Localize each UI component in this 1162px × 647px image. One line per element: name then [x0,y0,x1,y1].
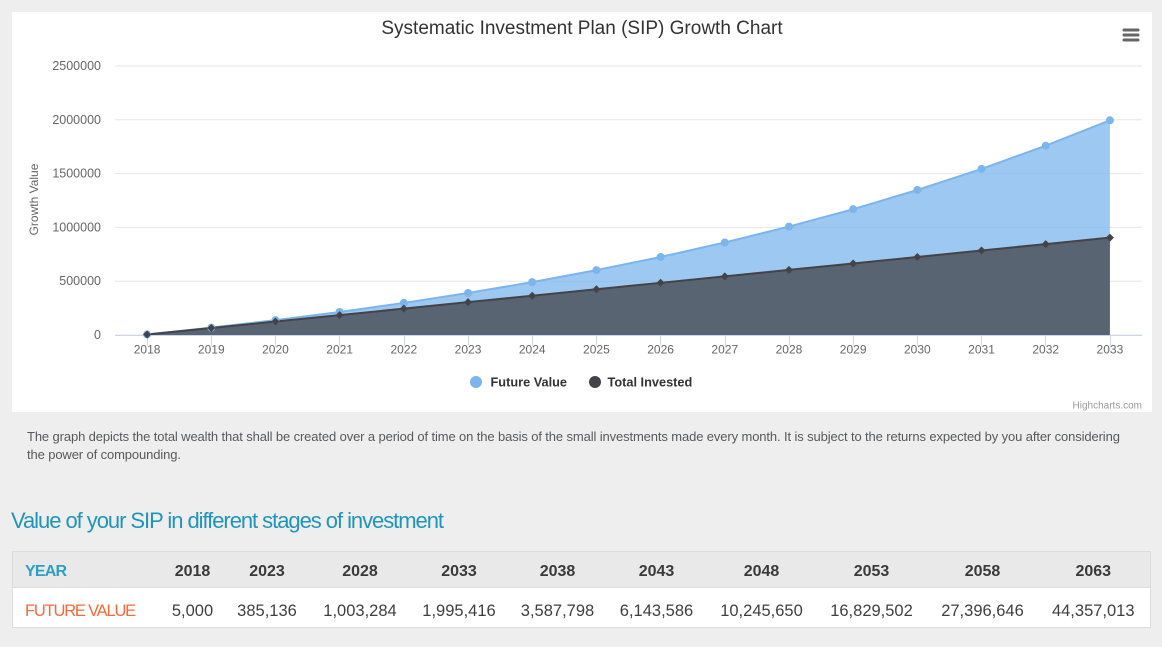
svg-text:2032: 2032 [1032,343,1059,357]
svg-text:0: 0 [94,328,101,342]
svg-text:2026: 2026 [647,343,674,357]
svg-text:2025: 2025 [583,343,610,357]
svg-text:1500000: 1500000 [52,167,101,181]
svg-text:2020: 2020 [262,343,289,357]
svg-text:500000: 500000 [59,274,101,288]
svg-text:Growth Value: Growth Value [27,163,41,235]
svg-text:Systematic Investment Plan (SI: Systematic Investment Plan (SIP) Growth … [381,18,783,39]
svg-text:1000000: 1000000 [52,220,101,234]
svg-text:Total Invested: Total Invested [608,375,693,390]
svg-text:2033: 2033 [1097,343,1124,357]
svg-text:2027: 2027 [711,343,738,357]
svg-text:2023: 2023 [455,343,482,357]
svg-text:2030: 2030 [904,343,931,357]
svg-text:Highcharts.com: Highcharts.com [1073,401,1142,412]
svg-text:2028: 2028 [776,343,803,357]
svg-text:2031: 2031 [968,343,995,357]
svg-text:2018: 2018 [134,343,161,357]
svg-text:2029: 2029 [840,343,867,357]
svg-text:2021: 2021 [326,343,353,357]
svg-text:Future Value: Future Value [491,375,568,390]
svg-text:2000000: 2000000 [52,113,101,127]
svg-text:2022: 2022 [390,343,417,357]
svg-text:2019: 2019 [198,343,225,357]
svg-text:2024: 2024 [519,343,546,357]
svg-text:2500000: 2500000 [52,59,101,73]
